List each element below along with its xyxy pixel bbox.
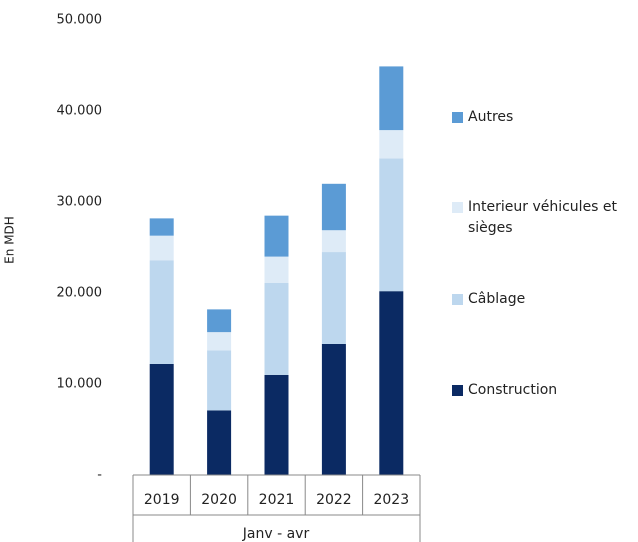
bar-segment (207, 410, 232, 475)
legend-swatch (452, 112, 463, 123)
x-tick-label: 2019 (144, 492, 180, 508)
bar-segment (379, 130, 404, 159)
legend-swatch (452, 385, 463, 396)
legend-item: Construction (452, 380, 638, 401)
y-tick-label: 50.000 (57, 13, 103, 28)
bar-segment (264, 374, 289, 475)
bar-segment (321, 183, 346, 231)
bar-segment (149, 218, 174, 236)
bar-segment (264, 215, 289, 257)
legend-swatch (452, 202, 463, 213)
bar-segment (379, 66, 404, 131)
bar-segment (149, 363, 174, 475)
bar-segment (321, 252, 346, 344)
y-tick-label: - (97, 468, 102, 483)
legend-item: Autres (452, 107, 638, 128)
x-tick-label: 2023 (373, 492, 409, 508)
y-tick-label: 40.000 (57, 104, 103, 119)
bar-segment (207, 350, 232, 411)
bar-segment (379, 291, 404, 475)
y-tick-label: 20.000 (57, 286, 103, 301)
bar-segment (207, 309, 232, 333)
x-tick-label: 2021 (259, 492, 295, 508)
y-tick-label: 10.000 (57, 377, 103, 392)
y-tick-label: 30.000 (57, 195, 103, 210)
legend-label: Construction (468, 382, 558, 398)
bar-segment (264, 282, 289, 375)
bar-segment (149, 235, 174, 261)
bar-segment (379, 158, 404, 292)
x-tick-label: 2022 (316, 492, 352, 508)
bar-segment (321, 343, 346, 475)
x-tick-label: 2020 (201, 492, 237, 508)
y-axis-label: En MDH (3, 216, 17, 264)
legend-label: Interieur véhicules et sièges (468, 199, 618, 236)
bar-segment (207, 332, 232, 351)
legend-label: Autres (468, 109, 514, 125)
legend-swatch (452, 294, 463, 305)
x-group-label: Janv - avr (242, 526, 310, 542)
bar-segment (149, 260, 174, 364)
bar-segment (264, 256, 289, 283)
legend-label: Câblage (468, 291, 526, 307)
legend-item: Interieur véhicules et sièges (452, 197, 638, 239)
legend-item: Câblage (452, 289, 638, 310)
bar-segment (321, 230, 346, 253)
